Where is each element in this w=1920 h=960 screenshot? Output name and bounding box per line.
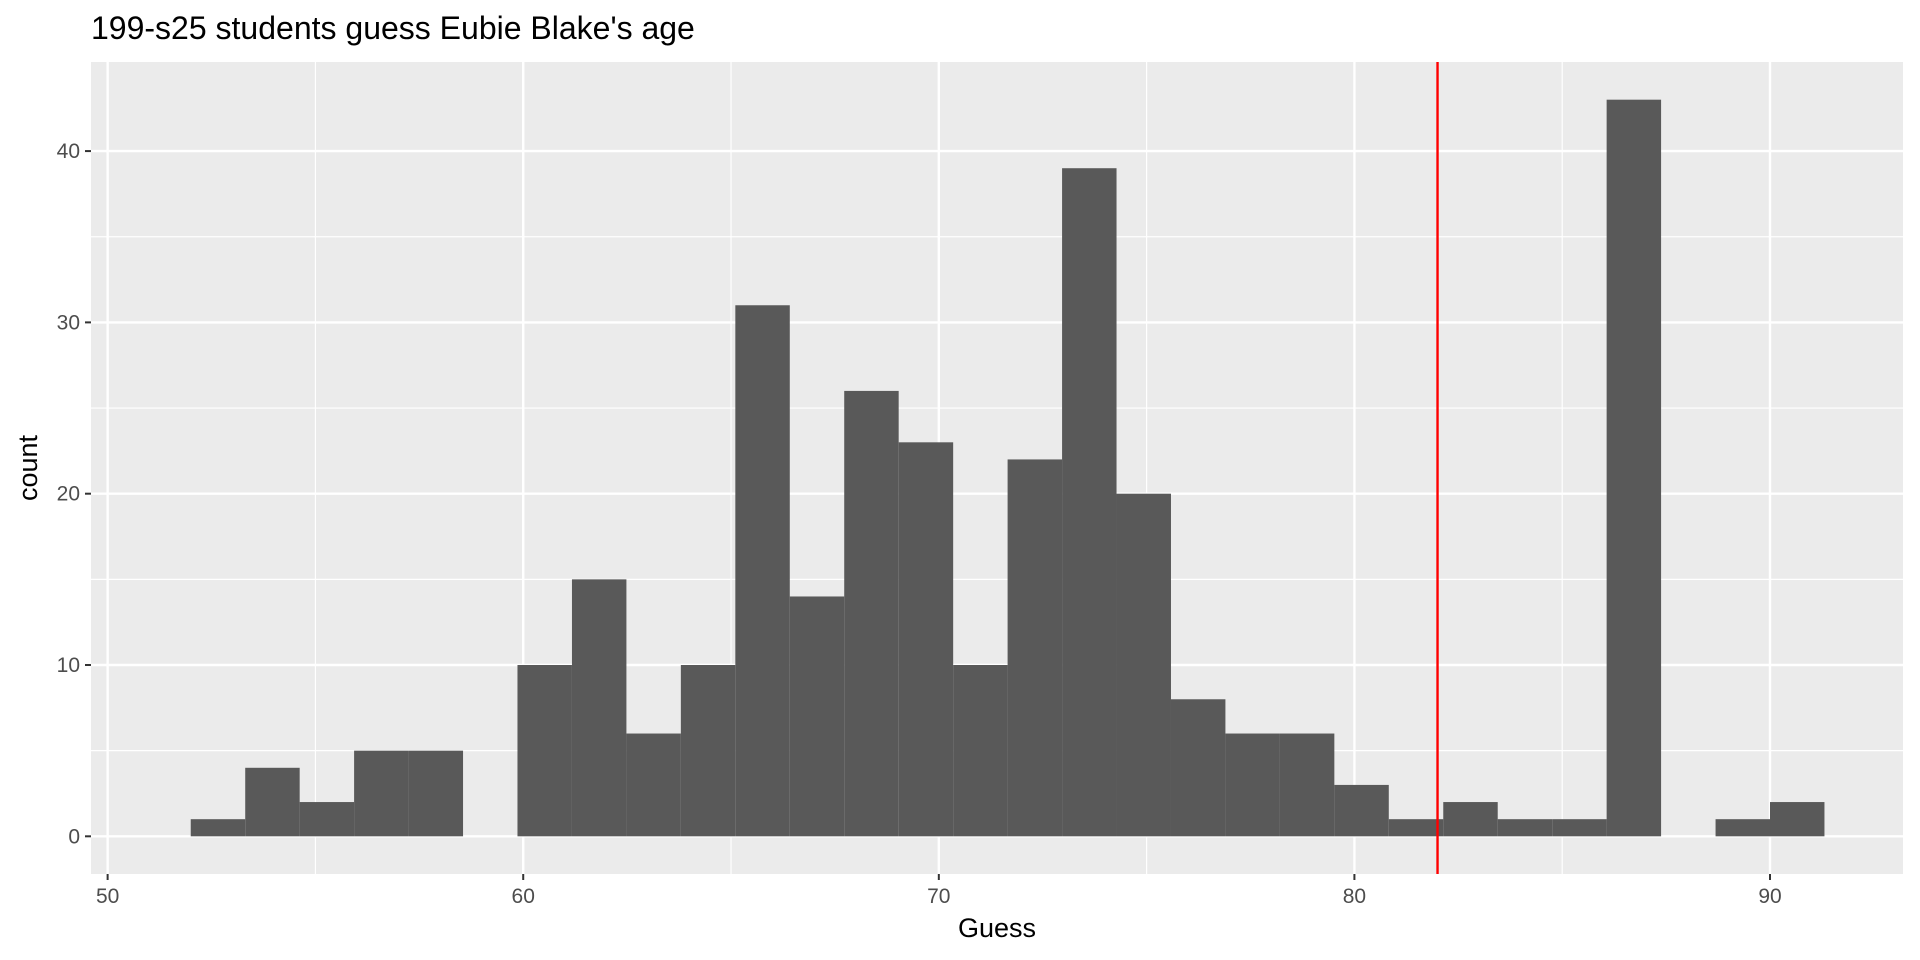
x-axis-title: Guess [958, 913, 1036, 943]
histogram-bar [1334, 784, 1389, 837]
histogram-bar [680, 665, 736, 837]
histogram-bar [1225, 733, 1280, 837]
x-tick-label: 70 [927, 885, 950, 908]
histogram-bar [1443, 802, 1498, 837]
y-tick-label: 10 [57, 654, 80, 677]
y-tick-label: 0 [68, 825, 80, 848]
histogram-bar [626, 733, 681, 837]
histogram-bar [789, 596, 845, 837]
histogram-bar [354, 750, 409, 837]
histogram-bar [1715, 819, 1771, 837]
y-axis: 0 10 20 30 40 [57, 140, 91, 848]
x-axis: 50 60 70 80 90 [96, 874, 1782, 908]
histogram-bar [299, 802, 355, 837]
histogram-bar [1007, 459, 1063, 837]
y-tick-label: 20 [57, 483, 80, 506]
x-tick-label: 80 [1343, 885, 1366, 908]
y-tick-label: 40 [57, 140, 80, 163]
histogram-bar [1606, 99, 1662, 837]
histogram-bar [1388, 819, 1444, 837]
y-tick-label: 30 [57, 311, 80, 334]
histogram-bar [1062, 168, 1117, 837]
histogram-bar [1116, 493, 1171, 837]
histogram-bar [408, 750, 464, 837]
histogram-bars [190, 99, 1825, 837]
histogram-bar [735, 305, 790, 837]
histogram-bar [1497, 819, 1553, 837]
histogram-bar [245, 767, 300, 837]
x-tick-label: 90 [1758, 885, 1781, 908]
chart-title: 199-s25 students guess Eubie Blake's age [91, 10, 695, 46]
histogram-bar [953, 665, 1008, 837]
x-tick-label: 50 [96, 885, 119, 908]
x-tick-label: 60 [512, 885, 535, 908]
histogram-bar [1552, 819, 1607, 837]
histogram-bar [517, 665, 572, 837]
histogram-bar [1170, 699, 1226, 837]
histogram-bar [898, 442, 954, 837]
histogram-bar [1770, 802, 1825, 837]
y-axis-title: count [13, 434, 43, 501]
minor-gridlines [91, 62, 1903, 874]
histogram-bar [844, 390, 899, 837]
histogram-bar [571, 579, 627, 837]
histogram-bar [190, 819, 246, 837]
histogram-bar [1279, 733, 1335, 837]
